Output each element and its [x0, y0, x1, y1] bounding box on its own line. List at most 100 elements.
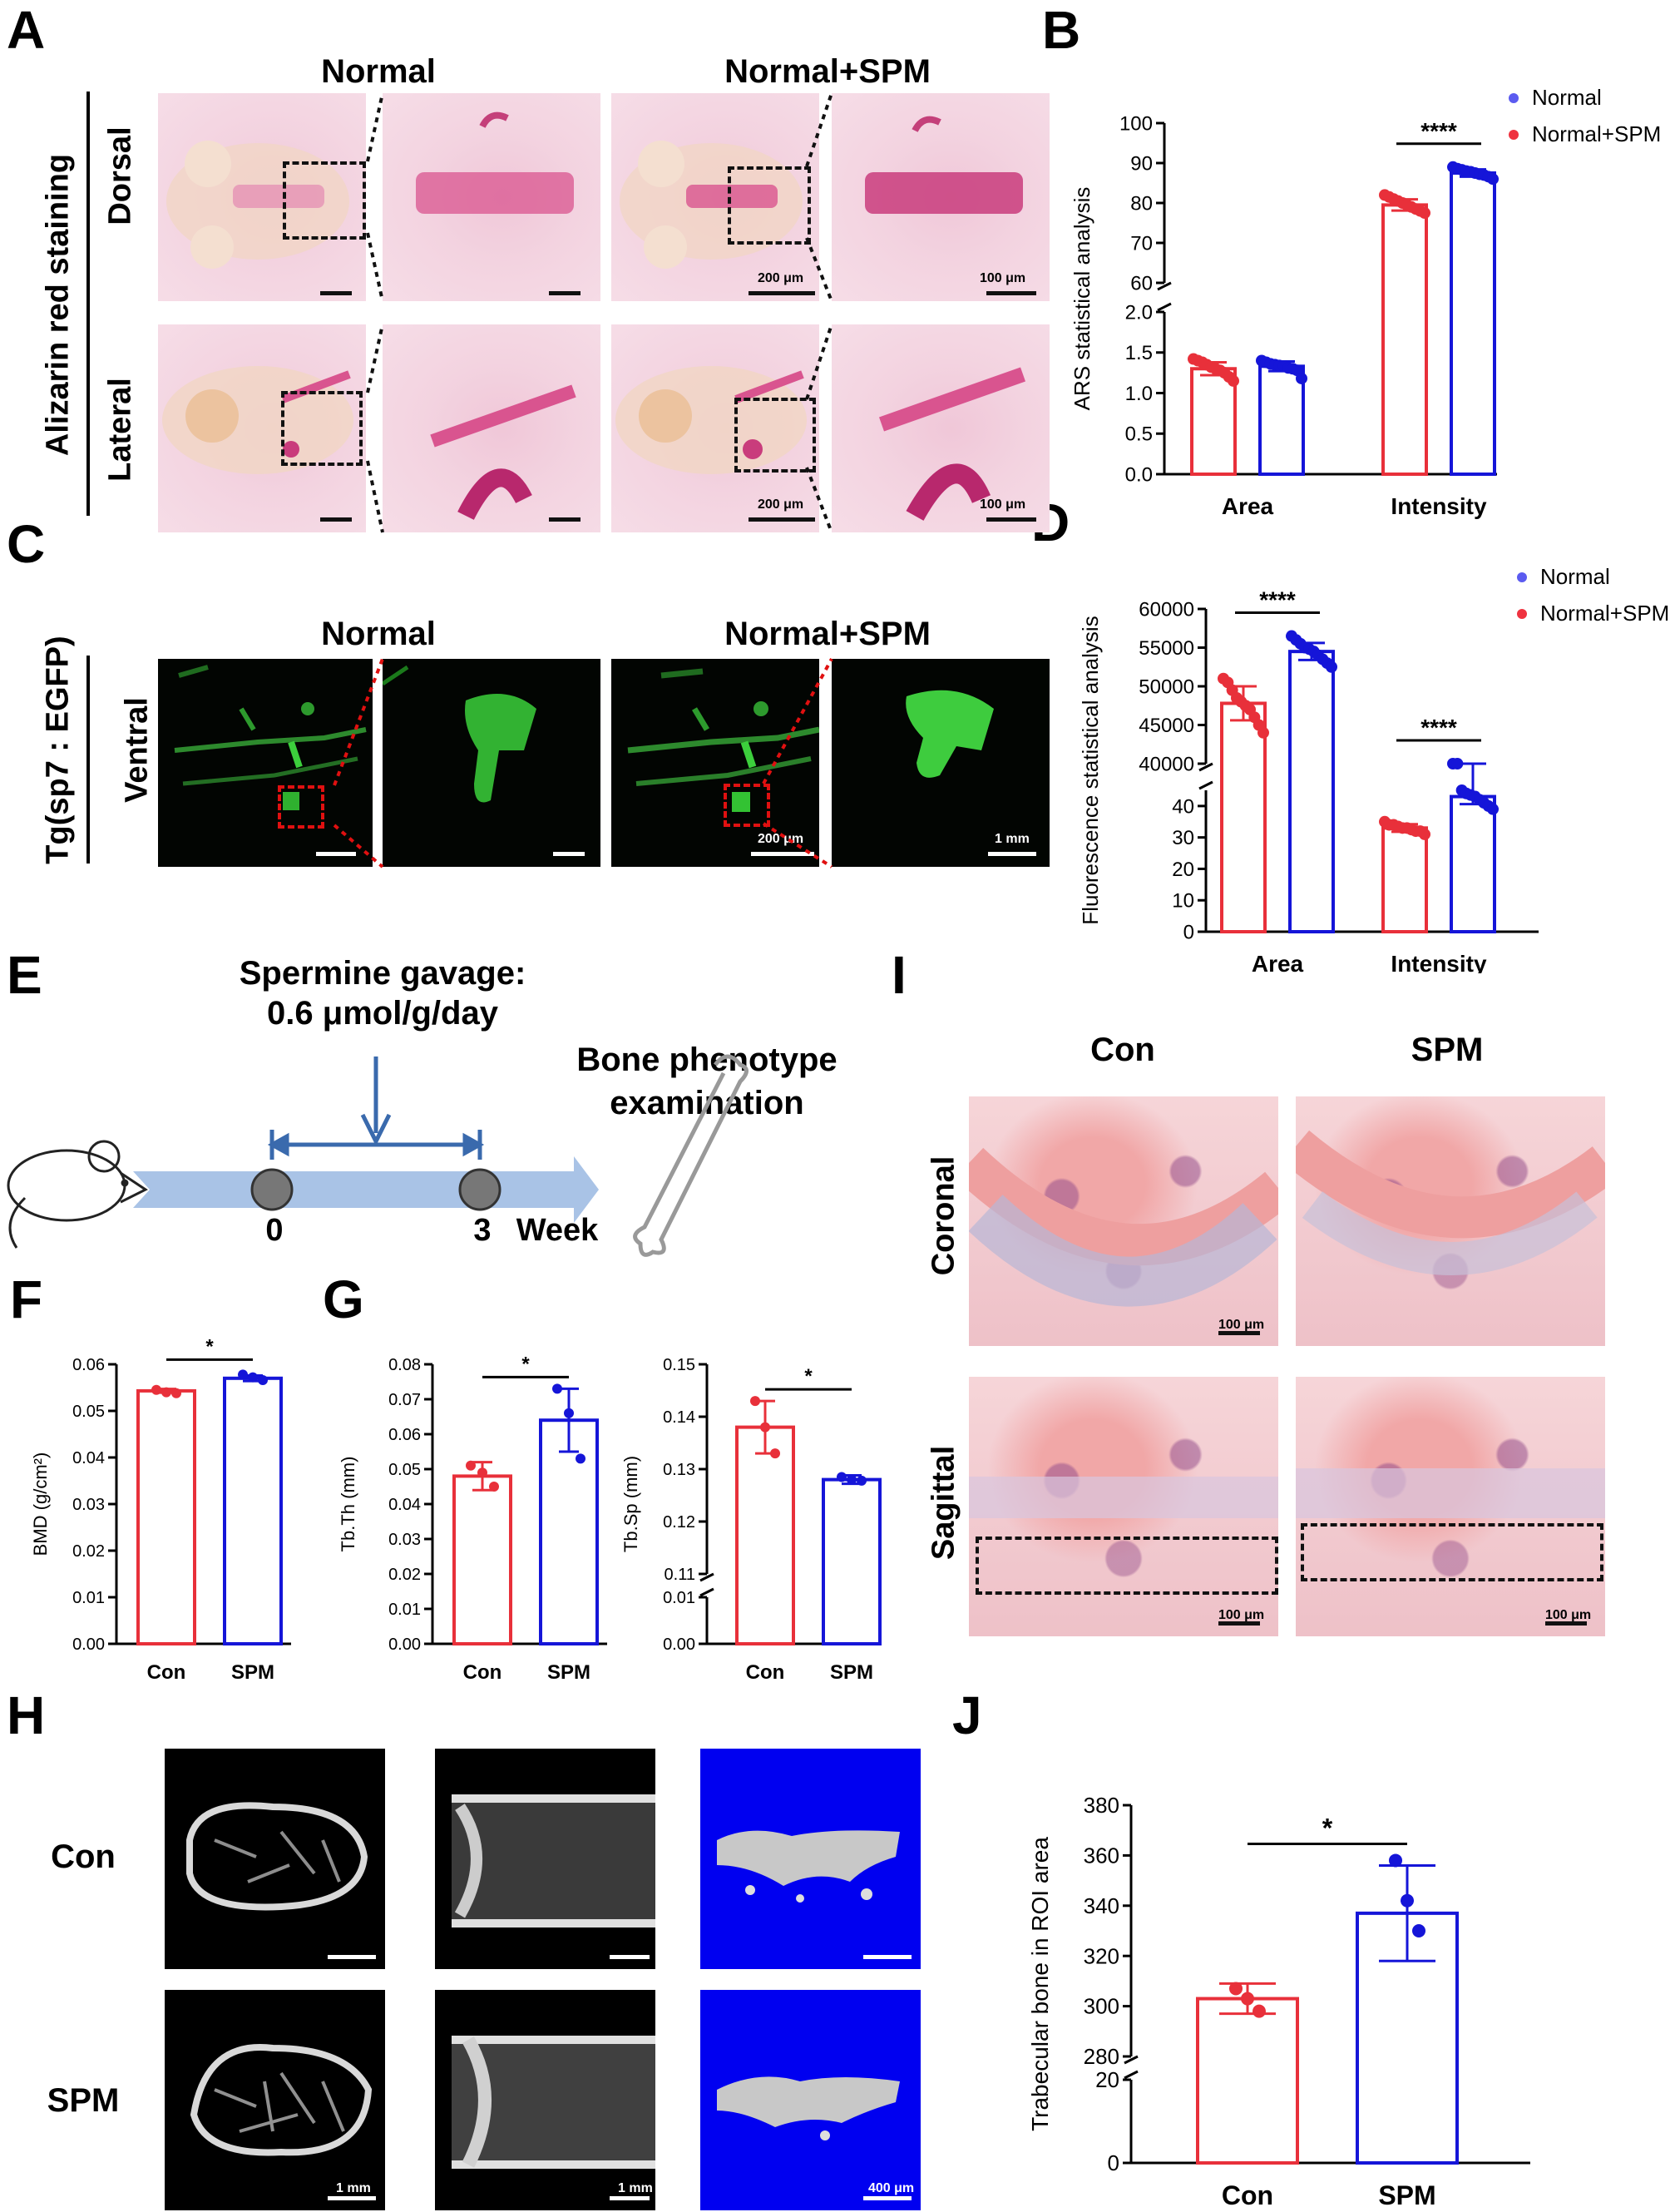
bar — [1288, 650, 1335, 933]
bar — [1220, 701, 1267, 934]
panel-i-row-coronal: Coronal — [926, 1155, 961, 1276]
data-point — [489, 1482, 499, 1492]
y-axis-title: ARS statistical analysis — [1070, 187, 1094, 411]
y-tick-label: 60 — [1130, 272, 1153, 294]
significance-label: * — [521, 1353, 530, 1375]
y-tick-label: 0.01 — [388, 1601, 421, 1619]
bar — [1450, 171, 1496, 476]
y-tick-label: 360 — [1084, 1843, 1119, 1868]
panel-c-col-spm: Normal+SPM — [724, 616, 931, 652]
scale-label-200: 200 μm — [758, 271, 804, 285]
bar — [822, 1477, 882, 1645]
alizarin-normal-lateral-overview — [158, 324, 366, 532]
bar — [223, 1376, 283, 1646]
significance-label: **** — [1420, 118, 1457, 144]
y-axis-title: Tb.Th (mm) — [338, 1457, 358, 1552]
x-tick-label: Area — [1222, 493, 1274, 519]
panel-a-col-normal: Normal — [321, 53, 436, 90]
data-point — [1412, 1924, 1425, 1937]
scale-bar — [1218, 1331, 1260, 1335]
scale-label-100: 100 μm — [1545, 1608, 1592, 1622]
y-tick-label: 280 — [1084, 2044, 1119, 2069]
y-tick-label: 30 — [1172, 827, 1194, 849]
panel-i-col-spm: SPM — [1411, 1032, 1484, 1068]
alizarin-spm-dorsal-overview: 200 μm — [611, 93, 819, 301]
y-tick-label: 20 — [1095, 2067, 1119, 2092]
panel-label-j: J — [952, 1685, 982, 1745]
scale-bar — [320, 291, 352, 295]
scale-bar — [863, 1955, 912, 1959]
y-tick-label: 0.12 — [663, 1513, 695, 1532]
scale-bar — [988, 852, 1036, 856]
y-tick-label: 10 — [1172, 890, 1194, 913]
y-tick-label: 2.0 — [1125, 301, 1153, 324]
data-point — [837, 1472, 847, 1482]
scale-bar — [553, 852, 585, 856]
microct-con-3d — [700, 1749, 921, 1969]
data-point — [1419, 828, 1430, 840]
data-point — [576, 1453, 585, 1464]
y-tick-label: 380 — [1084, 1793, 1119, 1818]
y-tick-label: 0.07 — [388, 1391, 421, 1409]
zoom-region-box — [724, 784, 770, 827]
panel-c-row-ventral: Ventral — [119, 697, 155, 803]
treatment-bracket — [267, 1057, 485, 1160]
axis-break — [1198, 762, 1213, 790]
bar — [1196, 1997, 1299, 2165]
scale-bar — [610, 1955, 650, 1959]
y-tick-label: 20 — [1172, 859, 1194, 881]
microct-spm-longitudinal: 1 mm — [435, 1990, 655, 2210]
panel-label-i: I — [892, 945, 907, 1005]
y-tick-label: 0.01 — [663, 1589, 695, 1607]
significance-label: **** — [1420, 715, 1457, 740]
zoom-region-box — [283, 161, 366, 240]
panel-h-row-spm: SPM — [47, 2082, 120, 2119]
panel-label-b: B — [1042, 0, 1081, 60]
legend-label: Normal — [1532, 85, 1602, 110]
x-tick-label: SPM — [547, 1661, 590, 1684]
zoom-region-box — [734, 398, 816, 473]
data-point — [1326, 661, 1337, 673]
scale-label-1mm: 1 mm — [618, 2181, 653, 2195]
egfp-normal-overview — [158, 659, 373, 867]
data-point — [857, 1475, 867, 1486]
timeline-label-3: 3 — [473, 1213, 492, 1248]
scale-bar — [549, 291, 581, 295]
data-point — [1401, 1893, 1414, 1908]
data-point — [248, 1372, 258, 1383]
y-tick-label: 0.05 — [388, 1461, 421, 1479]
bar — [1381, 203, 1428, 476]
alizarin-normal-dorsal-zoom — [383, 93, 600, 301]
panel-c-zoom-connectors-spm — [762, 658, 833, 868]
scale-label-400: 400 μm — [868, 2181, 915, 2195]
bar — [136, 1388, 196, 1645]
roi-box — [1301, 1523, 1603, 1581]
scale-label-100: 100 μm — [1218, 1608, 1265, 1622]
y-tick-label: 0.06 — [72, 1356, 105, 1374]
y-tick-label: 60000 — [1139, 598, 1194, 621]
panel-a-zoom-connectors — [366, 92, 384, 533]
data-point — [466, 1460, 476, 1471]
significance-label: * — [1322, 1813, 1333, 1843]
scale-bar — [1545, 1621, 1587, 1626]
y-tick-label: 0.05 — [72, 1403, 105, 1421]
x-tick-label: SPM — [231, 1661, 274, 1684]
he-spm-coronal — [1296, 1096, 1605, 1346]
panel-a-row-dorsal: Dorsal — [102, 126, 138, 225]
y-tick-label: 0.04 — [388, 1496, 421, 1514]
y-tick-label: 0.02 — [72, 1542, 105, 1561]
y-tick-label: 70 — [1130, 232, 1153, 255]
microct-spm-cross-section: 1 mm — [165, 1990, 385, 2210]
x-tick-label: Area — [1252, 951, 1304, 973]
alizarin-spm-dorsal-zoom: 100 μm — [832, 93, 1050, 301]
y-tick-label: 0.11 — [665, 1566, 695, 1584]
scale-bar — [320, 517, 352, 522]
data-point — [1487, 803, 1499, 815]
panel-c-col-normal: Normal — [321, 616, 436, 652]
data-point — [1296, 372, 1307, 384]
gavage-label-line2: 0.6 μmol/g/day — [267, 995, 498, 1032]
chart-d: 0 10 20 30 40 40000 45000 50000 55000 60000 Fluore… — [1078, 564, 1669, 973]
scale-bar — [751, 852, 814, 856]
bar — [735, 1425, 795, 1645]
